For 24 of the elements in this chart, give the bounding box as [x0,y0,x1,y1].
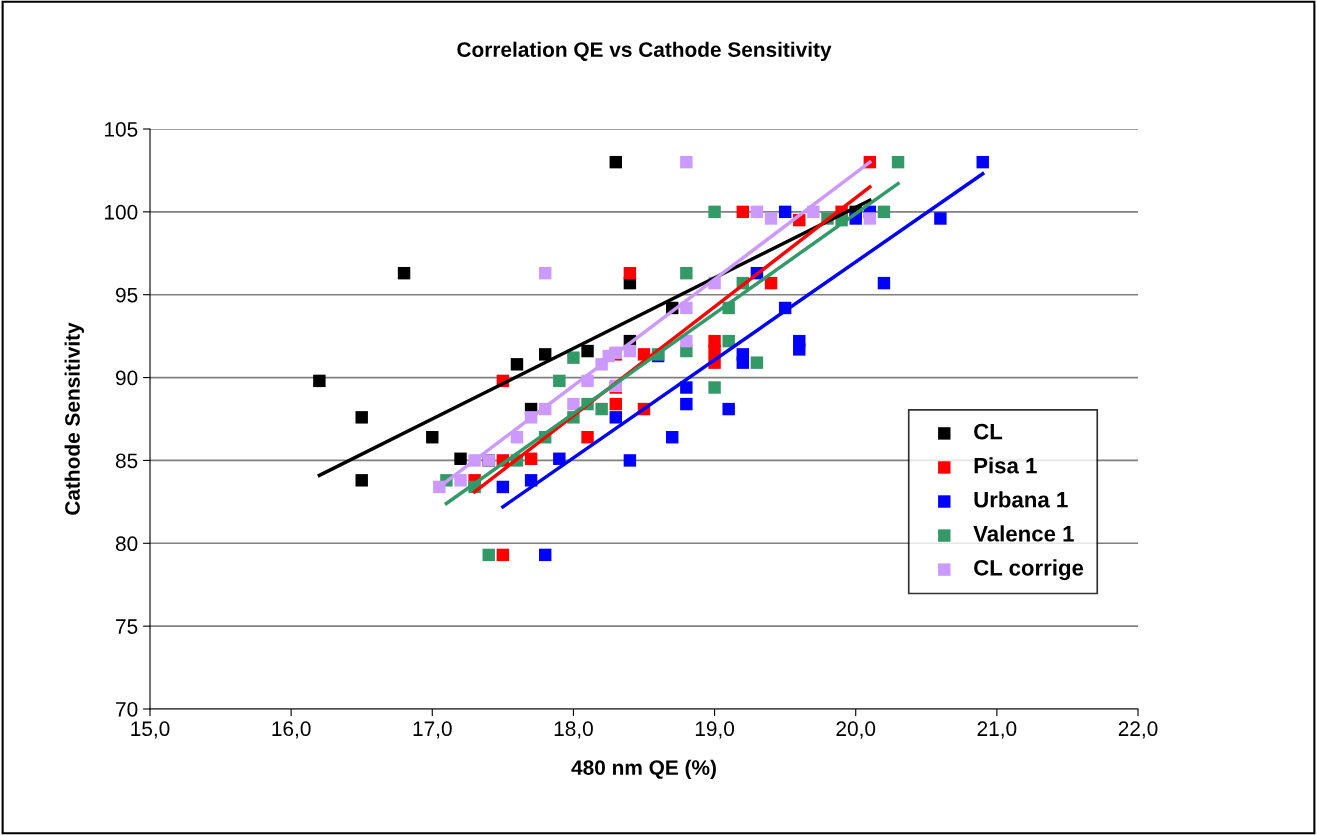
y-tick-label: 90 [116,370,138,386]
y-tick-label: 70 [116,702,138,717]
y-axis-title: Cathode Sensitivity [64,322,84,515]
legend-label: CL [974,423,1003,440]
y-tick-label: 100 [105,204,138,220]
x-tick-label: 21,0 [977,721,1017,739]
y-tick-label: 85 [115,453,138,469]
x-tick-label: 16,0 [272,721,311,739]
legend-label: CL corrige [974,559,1084,581]
chart-title: Correlation QE vs Cathode Sensitivity [457,41,832,62]
x-axis-title: 480 nm QE (%) [571,759,716,780]
y-tick-label: 95 [116,287,138,303]
x-tick-label: 20,0 [836,721,876,739]
x-tick-label: 18,0 [554,721,593,739]
y-tick-label: 80 [115,536,138,552]
legend-label: Urbana 1 [974,491,1068,508]
legend-label: Valence 1 [973,525,1074,542]
x-tick-label: 22,0 [1118,721,1158,739]
y-tick-label: 75 [116,619,138,634]
legend-label: Pisa 1 [974,457,1037,474]
x-tick-label: 17,0 [413,721,452,739]
y-tick-label: 105 [105,122,138,137]
x-tick-label: 15,0 [131,721,170,739]
x-tick-label: 19,0 [695,721,735,739]
